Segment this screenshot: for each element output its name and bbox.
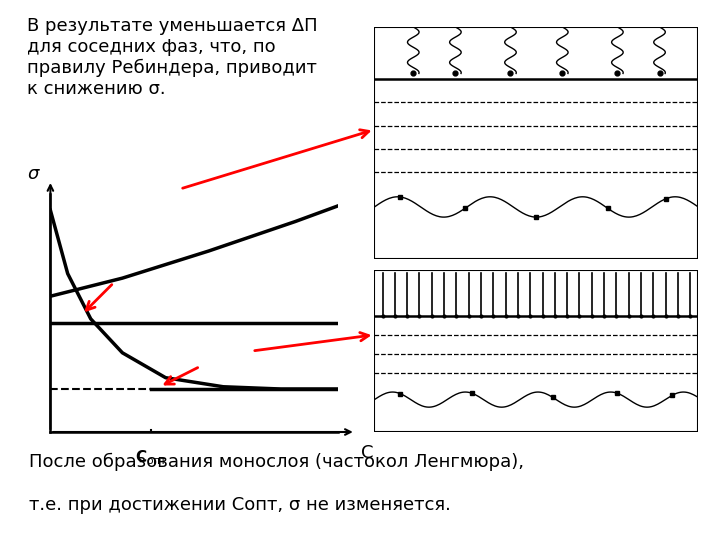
Text: После образования монослоя (частокол Ленгмюра),: После образования монослоя (частокол Лен… — [29, 453, 523, 471]
Text: σ: σ — [27, 165, 39, 183]
Text: $\mathbf{C}_{\mathbf{\mathsf{опт}}}$: $\mathbf{C}_{\mathbf{\mathsf{опт}}}$ — [135, 449, 168, 467]
Text: т.е. при достижении Cопт, σ не изменяется.: т.е. при достижении Cопт, σ не изменяетс… — [29, 496, 451, 514]
Text: В результате уменьшается ΔП
для соседних фаз, что, по
правилу Ребиндера, приводи: В результате уменьшается ΔП для соседних… — [27, 17, 318, 98]
Text: C: C — [361, 444, 374, 462]
